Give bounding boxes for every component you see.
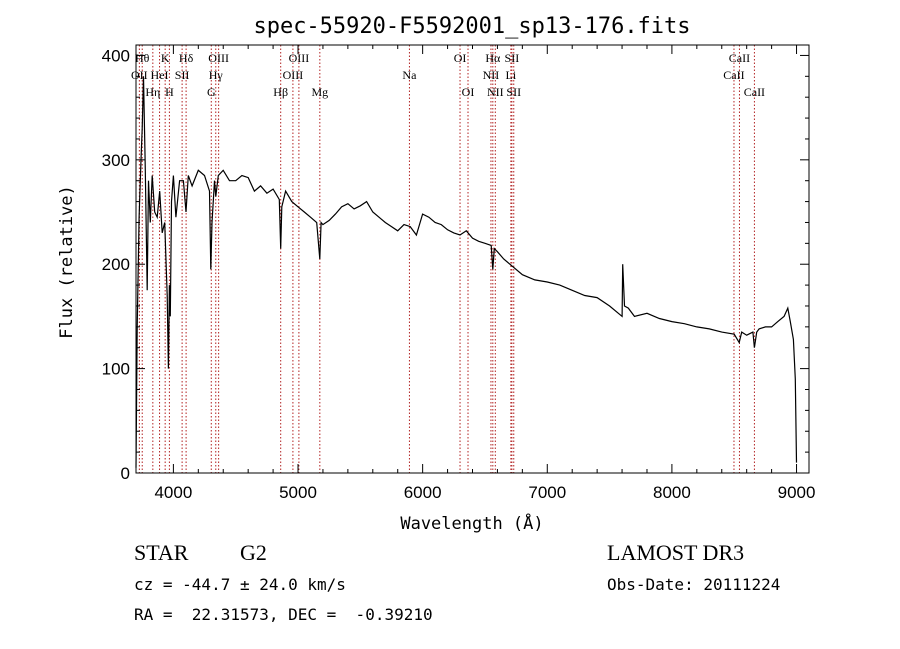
line-label-5: H [165, 85, 174, 99]
line-label-24: CaII [723, 68, 744, 82]
line-label-26: CaII [744, 85, 765, 99]
line-label-9: Hγ [209, 68, 224, 82]
emission-line-labels: OIIHθHηHeIKHSIIHδGHγOIIIHβOIIIOIIIMgNaOI… [131, 51, 765, 99]
line-label-21: Li [506, 68, 517, 82]
line-label-0: OII [131, 68, 148, 82]
survey-name: LAMOST DR3 [607, 540, 745, 565]
line-label-23: SII [506, 85, 521, 99]
line-label-19: Hα [485, 51, 501, 65]
line-label-18: NII [483, 68, 500, 82]
y-tick-label-3: 300 [102, 151, 130, 170]
object-class: STAR [134, 540, 189, 565]
y-tick-label-0: 0 [121, 464, 130, 483]
emission-line-markers [138, 45, 755, 473]
x-tick-label-2: 6000 [404, 483, 442, 502]
chart-title: spec-55920-F5592001_sp13-176.fits [253, 14, 690, 39]
plot-frame [135, 44, 810, 474]
line-label-4: K [161, 51, 170, 65]
spectrum-chart: spec-55920-F5592001_sp13-176.fits Wavele… [57, 14, 815, 534]
line-label-17: OI [462, 85, 475, 99]
line-label-10: OIII [208, 51, 229, 65]
x-tick-label-1: 5000 [279, 483, 317, 502]
x-axis-label: Wavelength (Å) [400, 512, 543, 534]
line-label-16: OI [454, 51, 467, 65]
x-tick-label-0: 4000 [154, 483, 192, 502]
y-axis-label: Flux (relative) [57, 185, 77, 339]
line-label-3: HeI [151, 68, 169, 82]
spectrum-line [135, 76, 798, 468]
line-label-22: SII [505, 51, 520, 65]
line-label-13: OIII [289, 51, 310, 65]
line-label-14: Mg [311, 85, 328, 99]
x-tick-label-5: 9000 [778, 483, 816, 502]
line-label-2: Hη [145, 85, 160, 99]
line-label-6: SII [175, 68, 190, 82]
line-label-1: Hθ [135, 51, 150, 65]
line-label-20: NII [487, 85, 504, 99]
x-tick-label-3: 7000 [528, 483, 566, 502]
sky-coordinates: RA = 22.31573, DEC = -0.39210 [134, 605, 433, 624]
line-label-15: Na [402, 68, 417, 82]
redshift-value: cz = -44.7 ± 24.0 km/s [134, 575, 346, 594]
y-axis-ticks: 0 100 200 300 400 [102, 46, 809, 483]
line-label-25: CaII [729, 51, 750, 65]
line-label-11: Hβ [273, 85, 288, 99]
y-tick-label-4: 400 [102, 46, 130, 65]
line-label-8: G [207, 85, 216, 99]
x-axis-ticks: 4000 5000 6000 7000 8000 9000 [154, 45, 815, 502]
line-label-7: Hδ [179, 51, 194, 65]
line-label-12: OIII [283, 68, 304, 82]
object-subclass: G2 [240, 540, 267, 565]
x-tick-label-4: 8000 [653, 483, 691, 502]
y-tick-label-1: 100 [102, 360, 130, 379]
y-tick-label-2: 200 [102, 255, 130, 274]
obs-date: Obs-Date: 20111224 [607, 575, 781, 594]
